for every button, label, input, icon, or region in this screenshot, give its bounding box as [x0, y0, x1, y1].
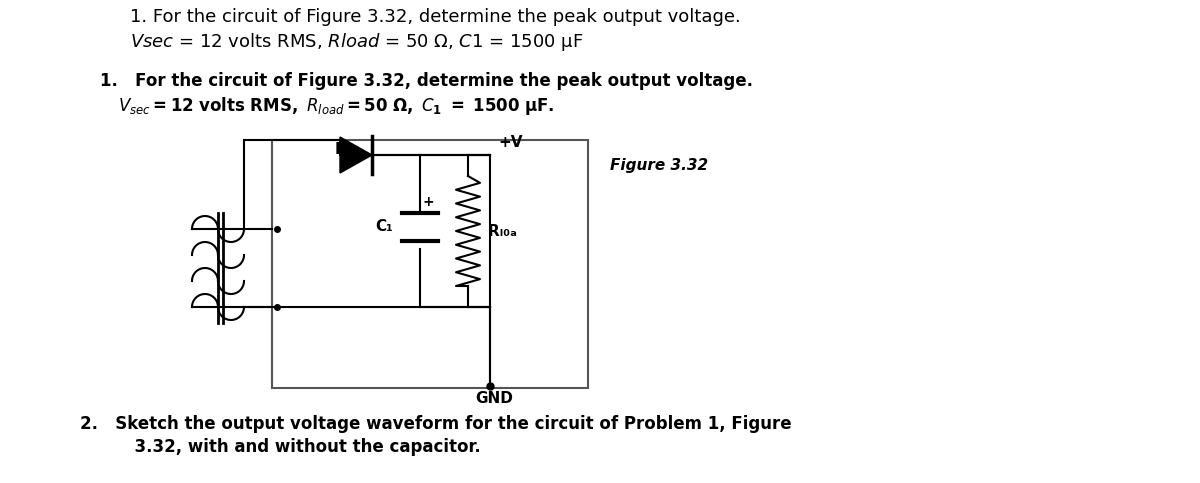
- Text: +V: +V: [498, 135, 522, 150]
- Text: D₁: D₁: [335, 142, 354, 157]
- Text: 1.   For the circuit of Figure 3.32, determine the peak output voltage.: 1. For the circuit of Figure 3.32, deter…: [100, 72, 754, 90]
- Text: Figure 3.32: Figure 3.32: [610, 158, 708, 173]
- Text: +: +: [424, 195, 434, 209]
- Text: 2.   Sketch the output voltage waveform for the circuit of Problem 1, Figure: 2. Sketch the output voltage waveform fo…: [80, 415, 792, 433]
- Text: C₁: C₁: [374, 218, 392, 233]
- Text: $\it{Vsec}$ = 12 volts RMS, $\it{Rload}$ = 50 Ω, $\it{C1}$ = 1500 μF: $\it{Vsec}$ = 12 volts RMS, $\it{Rload}$…: [130, 31, 583, 53]
- Text: $\mathbf{\mathit{V}}_{\mathbf{\mathit{sec}}}$$\mathbf{ = 12\ volts\ RMS,\ }$$\ma: $\mathbf{\mathit{V}}_{\mathbf{\mathit{se…: [118, 95, 554, 117]
- Text: GND: GND: [475, 391, 512, 406]
- Text: 1. For the circuit of Figure 3.32, determine the peak output voltage.: 1. For the circuit of Figure 3.32, deter…: [130, 8, 740, 26]
- Text: 3.32, with and without the capacitor.: 3.32, with and without the capacitor.: [100, 438, 481, 456]
- Text: Rₗ₀ₐ⁤: Rₗ₀ₐ⁤: [488, 224, 517, 239]
- Bar: [272, 140, 588, 388]
- Polygon shape: [340, 137, 372, 173]
